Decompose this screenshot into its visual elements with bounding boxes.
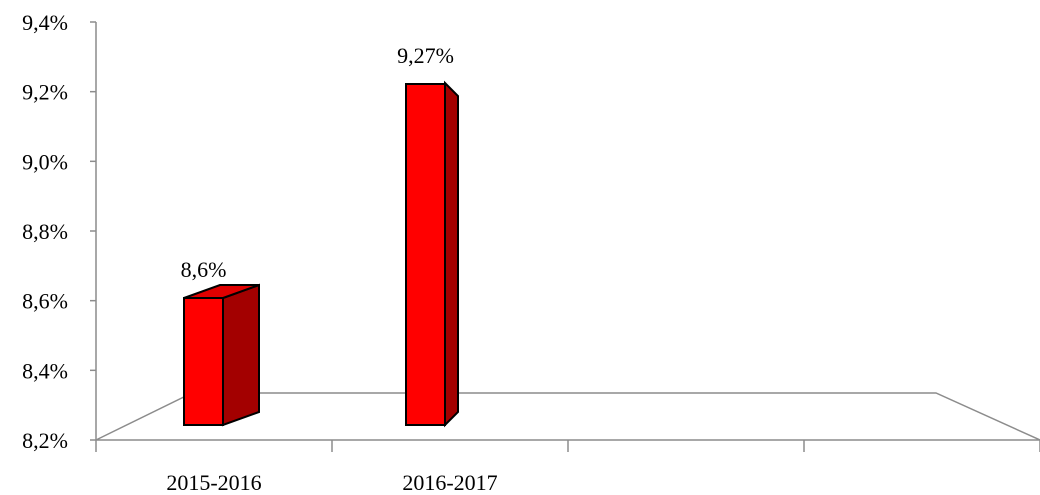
bar-data-label: 9,27% [397,43,454,68]
bar-top [183,284,260,299]
labels: 8,6% 9,27% [181,43,454,282]
bars [183,80,459,428]
y-tick-label: 8,2% [22,428,68,453]
y-tick-label: 8,4% [22,358,68,383]
y-tick-label: 9,4% [22,10,68,35]
bar-side [444,80,459,428]
y-tick-label: 9,2% [22,80,68,105]
y-tick-label: 9,0% [22,149,68,174]
x-axis-ticks: 2015-2016 2016-2017 [95,440,1040,495]
bar-front [183,297,224,426]
x-category-label: 2015-2016 [166,470,261,495]
y-tick-label: 8,8% [22,219,68,244]
bar-front [405,83,446,426]
y-axis-ticks: 8,2% 8,4% 8,6% 8,8% 9,0% 9,2% 9,4% [22,10,96,453]
y-tick-label: 8,6% [22,289,68,314]
bar [405,80,459,428]
chart-floor [95,392,1040,441]
x-category-label: 2016-2017 [402,470,497,495]
bar-data-label: 8,6% [181,257,227,282]
bar [183,283,260,427]
bar-side [222,283,260,427]
